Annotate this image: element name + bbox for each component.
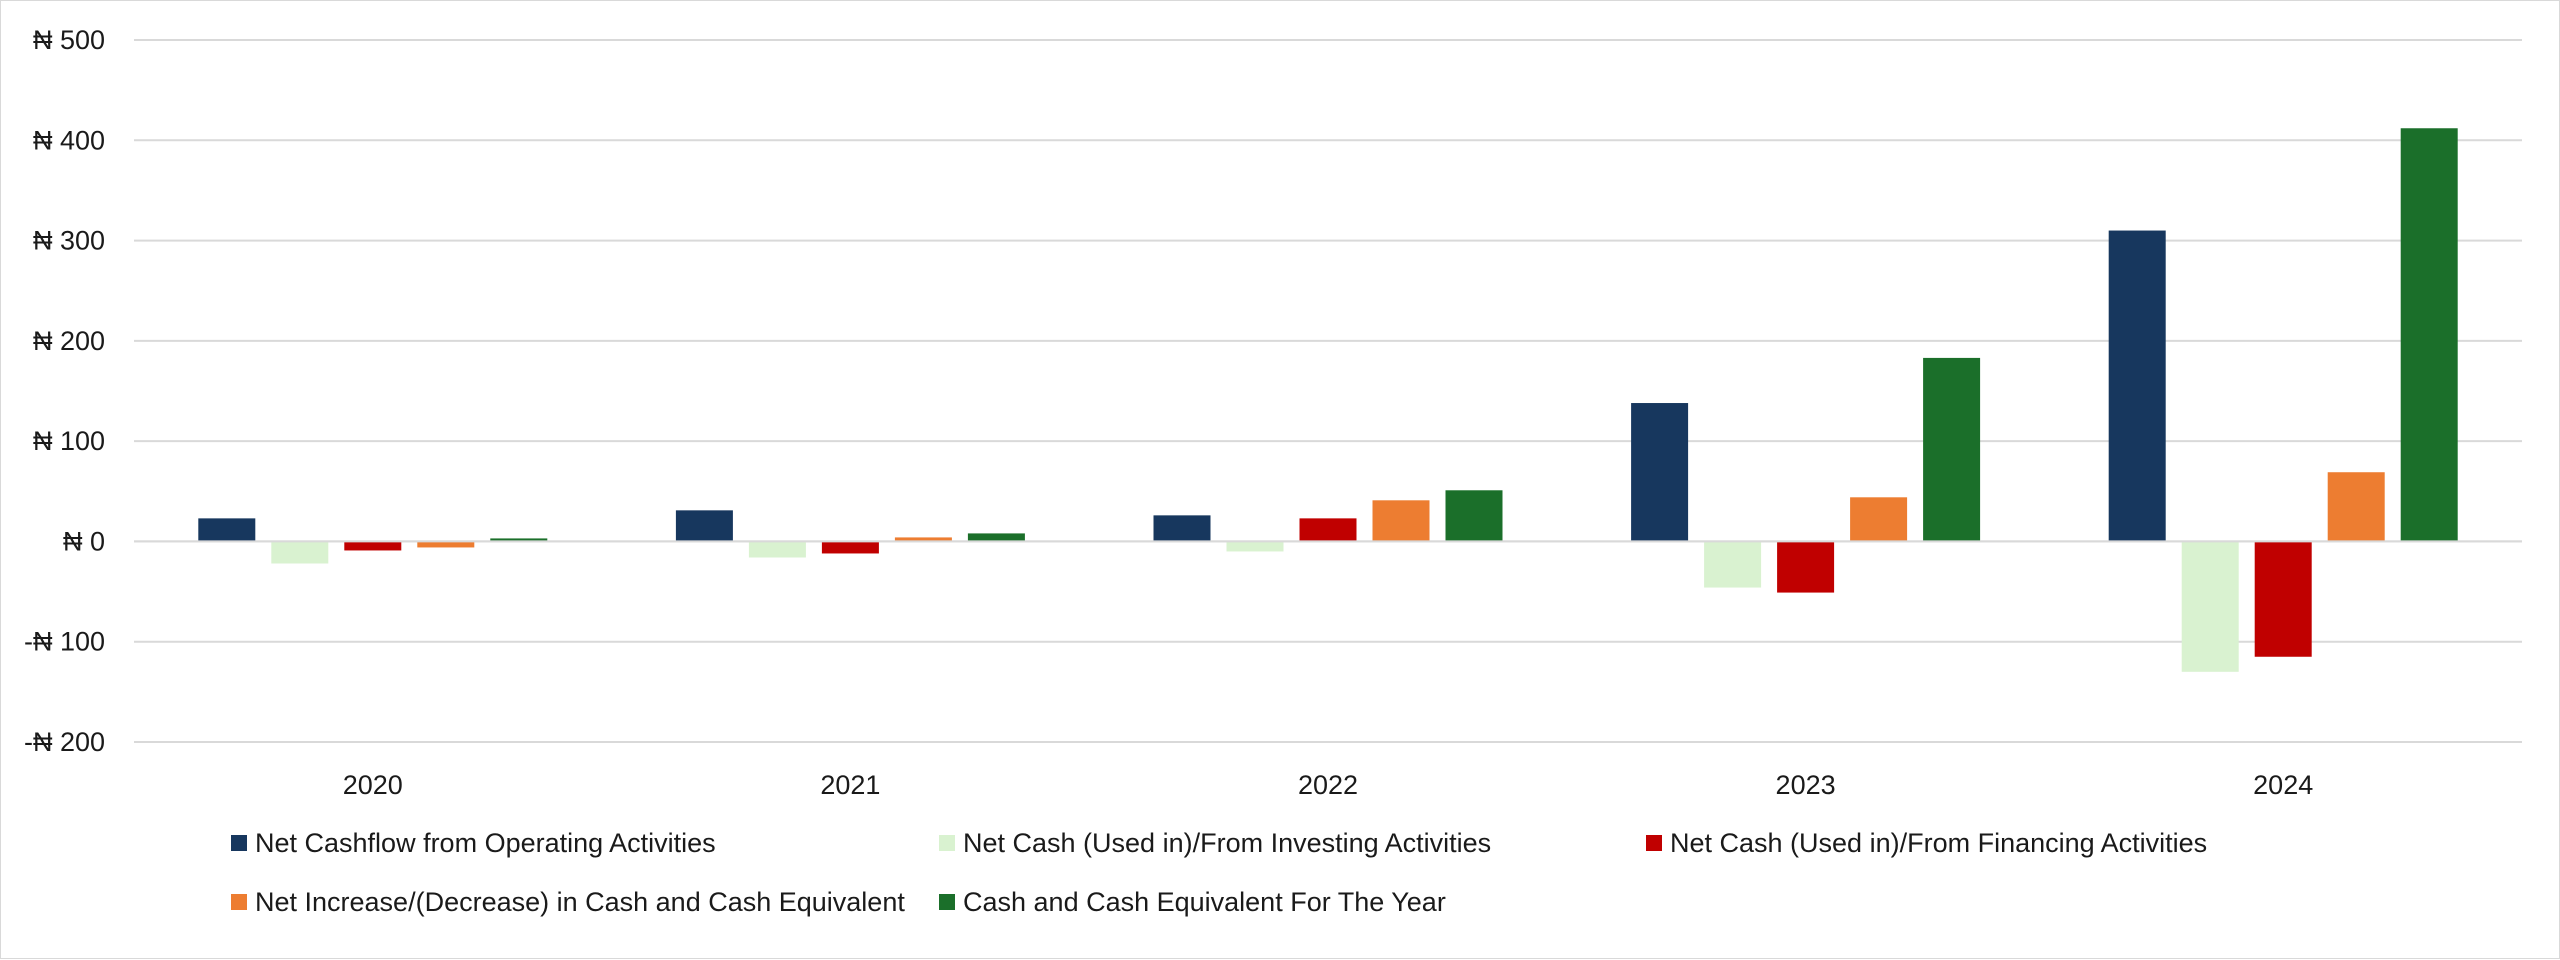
bar-2022-series-5 bbox=[1445, 490, 1503, 542]
bar-2024-series-3 bbox=[2254, 541, 2312, 657]
bar-2021-series-2 bbox=[748, 541, 806, 558]
x-category-label: 2024 bbox=[2253, 770, 2313, 800]
x-category-label: 2023 bbox=[1776, 770, 1836, 800]
x-category-label: 2021 bbox=[820, 770, 880, 800]
legend-label: Net Cashflow from Operating Activities bbox=[255, 828, 716, 858]
bar-2022-series-2 bbox=[1226, 541, 1284, 552]
y-tick-label: ₦ 0 bbox=[63, 526, 105, 556]
y-tick-label: -₦ 100 bbox=[24, 627, 105, 657]
bar-2022-series-4 bbox=[1372, 500, 1430, 542]
bar-2023-series-2 bbox=[1704, 541, 1762, 588]
bar-2024-series-1 bbox=[2108, 230, 2166, 542]
bars bbox=[198, 128, 2458, 672]
bar-2020-series-2 bbox=[271, 541, 329, 564]
legend-item: Net Cashflow from Operating Activities bbox=[231, 828, 716, 858]
y-tick-label: ₦ 500 bbox=[33, 25, 105, 55]
bar-2024-series-4 bbox=[2327, 472, 2385, 542]
legend-swatch bbox=[1646, 835, 1662, 851]
bar-2021-series-3 bbox=[821, 541, 879, 554]
bar-2020-series-5 bbox=[490, 538, 548, 542]
bar-2020-series-4 bbox=[417, 541, 475, 548]
legend-item: Cash and Cash Equivalent For The Year bbox=[939, 887, 1446, 917]
legend-swatch bbox=[231, 894, 247, 910]
bar-2020-series-1 bbox=[198, 518, 256, 542]
bar-2022-series-1 bbox=[1153, 515, 1211, 542]
bar-2023-series-1 bbox=[1631, 403, 1689, 542]
legend: Net Cashflow from Operating Activities Ne… bbox=[231, 828, 2207, 917]
bar-2024-series-2 bbox=[2181, 541, 2239, 672]
bar-2023-series-5 bbox=[1923, 357, 1981, 542]
x-axis-category-labels: 2020 2021 2022 2023 2024 bbox=[343, 770, 2313, 800]
legend-swatch bbox=[939, 894, 955, 910]
bar-2022-series-3 bbox=[1299, 518, 1357, 542]
legend-item: Net Increase/(Decrease) in Cash and Cash… bbox=[231, 887, 905, 917]
x-category-label: 2022 bbox=[1298, 770, 1358, 800]
y-tick-label: ₦ 200 bbox=[33, 326, 105, 356]
bar-2024-series-5 bbox=[2400, 128, 2458, 542]
y-tick-label: ₦ 100 bbox=[33, 426, 105, 456]
bar-2023-series-4 bbox=[1850, 497, 1908, 542]
y-axis-tick-labels: -₦ 200 -₦ 100 ₦ 0 ₦ 100 ₦ 200 ₦ 300 ₦ 400 ₦ 500 bbox=[24, 25, 105, 757]
bar-2020-series-3 bbox=[344, 541, 402, 551]
legend-item: Net Cash (Used in)/From Investing Activi… bbox=[939, 828, 1491, 858]
legend-swatch bbox=[939, 835, 955, 851]
legend-item: Net Cash (Used in)/From Financing Activi… bbox=[1646, 828, 2207, 858]
legend-label: Net Cash (Used in)/From Financing Activi… bbox=[1670, 828, 2207, 858]
bar-2021-series-1 bbox=[675, 510, 733, 542]
legend-label: Net Cash (Used in)/From Investing Activi… bbox=[963, 828, 1491, 858]
bar-2023-series-3 bbox=[1777, 541, 1835, 593]
y-tick-label: ₦ 400 bbox=[33, 125, 105, 155]
legend-swatch bbox=[231, 835, 247, 851]
x-category-label: 2020 bbox=[343, 770, 403, 800]
legend-label: Net Increase/(Decrease) in Cash and Cash… bbox=[255, 887, 905, 917]
bar-2021-series-4 bbox=[894, 537, 952, 542]
y-tick-label: -₦ 200 bbox=[24, 727, 105, 757]
y-tick-label: ₦ 300 bbox=[33, 226, 105, 256]
bar-2021-series-5 bbox=[967, 533, 1025, 542]
legend-label: Cash and Cash Equivalent For The Year bbox=[963, 887, 1446, 917]
